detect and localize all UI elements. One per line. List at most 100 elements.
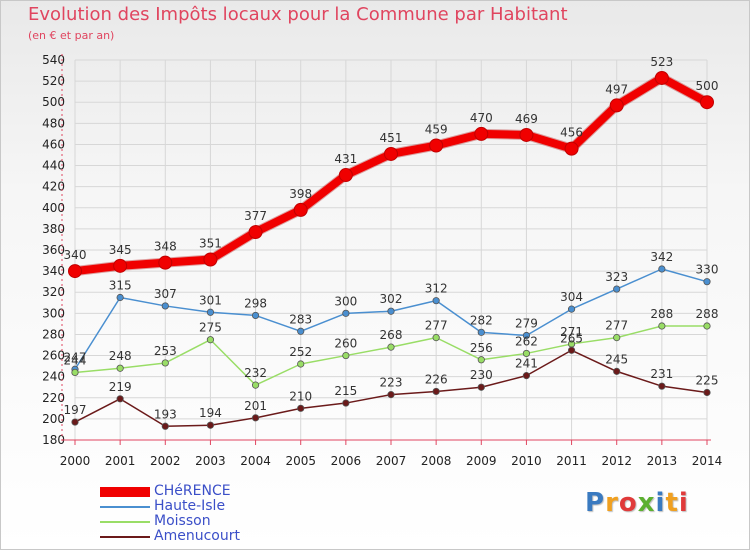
data-point-haute-isle: [477, 328, 485, 336]
data-label-moisson: 253: [154, 344, 177, 358]
data-point-ch-rence: [429, 138, 444, 153]
y-tick-label: 300: [42, 306, 65, 320]
data-label-haute-isle: 323: [605, 270, 628, 284]
data-point-amenucourt: [342, 399, 350, 407]
x-tick-label: 2009: [466, 454, 497, 468]
legend-item-amenucourt: Amenucourt: [100, 528, 320, 544]
chart-legend: CHéRENCE Haute-Isle Moisson Amenucourt: [100, 483, 320, 544]
x-tick-label: 2003: [195, 454, 226, 468]
data-label-amenucourt: 241: [515, 357, 538, 371]
y-tick-label: 500: [42, 95, 65, 109]
legend-swatch: [100, 521, 150, 523]
data-label-ch-rence: 431: [334, 152, 357, 166]
data-label-ch-rence: 451: [380, 131, 403, 145]
data-point-ch-rence: [338, 168, 353, 183]
data-point-moisson: [342, 351, 350, 360]
y-tick-label: 320: [42, 285, 65, 299]
data-label-ch-rence: 340: [64, 248, 87, 262]
y-tick-label: 180: [42, 433, 65, 447]
data-point-amenucourt: [161, 422, 169, 430]
y-tick-label: 260: [42, 349, 65, 363]
data-point-amenucourt: [522, 372, 531, 380]
y-tick-label: 400: [42, 201, 65, 215]
data-label-amenucourt: 194: [199, 406, 222, 420]
data-label-moisson: 275: [199, 321, 222, 335]
data-point-haute-isle: [703, 278, 711, 286]
data-point-moisson: [703, 322, 711, 330]
data-label-haute-isle: 302: [380, 292, 403, 306]
data-label-moisson: 244: [64, 353, 87, 367]
data-point-moisson: [297, 360, 305, 368]
data-point-amenucourt: [703, 388, 711, 397]
data-point-ch-rence: [158, 255, 173, 270]
x-tick-label: 2010: [511, 454, 542, 468]
data-point-ch-rence: [519, 127, 534, 142]
legend-label: CHéRENCE: [154, 483, 231, 499]
data-label-ch-rence: 456: [560, 126, 583, 140]
x-tick-label: 2000: [60, 454, 91, 468]
data-point-ch-rence: [113, 258, 128, 273]
data-label-moisson: 288: [696, 307, 719, 321]
data-point-moisson: [658, 322, 666, 330]
data-label-amenucourt: 245: [605, 352, 628, 366]
proxiti-logo: Proxiti: [585, 488, 689, 518]
data-point-haute-isle: [658, 265, 666, 273]
data-label-moisson: 260: [334, 337, 357, 351]
data-point-moisson: [206, 336, 215, 344]
data-label-ch-rence: 500: [696, 79, 719, 93]
data-point-haute-isle: [613, 285, 621, 293]
data-label-haute-isle: 282: [470, 313, 493, 327]
data-label-ch-rence: 470: [470, 111, 493, 125]
x-tick-label: 2004: [240, 454, 271, 468]
data-point-moisson: [613, 334, 621, 342]
data-point-amenucourt: [567, 346, 576, 354]
x-tick-label: 2008: [421, 454, 452, 468]
data-label-ch-rence: 377: [244, 209, 267, 223]
data-label-amenucourt: 231: [650, 367, 673, 381]
data-label-haute-isle: 312: [425, 282, 448, 296]
y-tick-label: 220: [42, 391, 65, 405]
data-label-moisson: 256: [470, 341, 493, 355]
data-label-haute-isle: 307: [154, 287, 177, 301]
data-point-ch-rence: [564, 141, 579, 156]
x-tick-label: 2013: [647, 454, 678, 468]
data-label-ch-rence: 523: [650, 55, 673, 69]
y-tick-label: 520: [42, 74, 65, 88]
legend-item-ch-rence: CHéRENCE: [100, 483, 320, 499]
data-point-moisson: [432, 334, 440, 342]
data-label-moisson: 277: [425, 319, 448, 333]
data-point-moisson: [161, 359, 169, 367]
data-point-haute-isle: [251, 311, 260, 320]
y-tick-label: 360: [42, 243, 65, 257]
data-label-moisson: 288: [650, 307, 673, 321]
data-label-ch-rence: 398: [289, 187, 312, 201]
x-tick-label: 2011: [556, 454, 587, 468]
data-label-ch-rence: 351: [199, 237, 222, 251]
data-label-amenucourt: 230: [470, 368, 493, 382]
data-label-moisson: 277: [605, 319, 628, 333]
data-point-ch-rence: [700, 95, 714, 110]
data-point-haute-isle: [432, 297, 440, 305]
data-point-haute-isle: [522, 331, 531, 340]
data-point-moisson: [387, 343, 395, 351]
x-tick-label: 2014: [692, 454, 723, 468]
x-tick-label: 2006: [331, 454, 362, 468]
data-label-amenucourt: 223: [380, 376, 403, 390]
data-point-amenucourt: [387, 391, 395, 399]
x-tick-label: 2007: [376, 454, 407, 468]
y-tick-label: 240: [42, 370, 65, 384]
data-label-haute-isle: 283: [289, 312, 312, 326]
legend-swatch: [100, 506, 150, 508]
legend-item-haute-isle: Haute-Isle: [100, 498, 320, 514]
data-label-haute-isle: 342: [650, 250, 673, 264]
legend-swatch: [100, 536, 150, 538]
data-point-moisson: [116, 364, 124, 372]
data-label-amenucourt: 215: [334, 384, 357, 398]
data-point-ch-rence: [248, 225, 263, 240]
legend-label: Moisson: [154, 513, 211, 529]
data-label-ch-rence: 348: [154, 240, 177, 254]
y-tick-label: 460: [42, 137, 65, 151]
data-label-ch-rence: 469: [515, 112, 538, 126]
